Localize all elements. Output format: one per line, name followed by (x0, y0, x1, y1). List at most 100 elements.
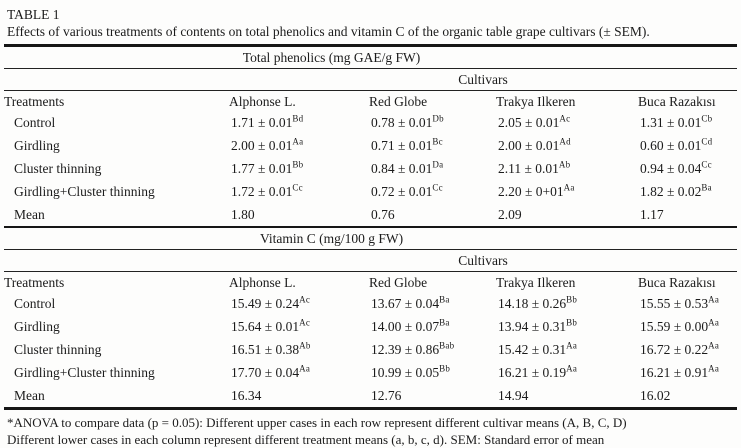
measurement-value: 17.70 ± 0.04 (231, 365, 300, 380)
table-body: Total phenolics (mg GAE/g FW) Cultivars Tr… (4, 45, 738, 410)
value-cell: 0.72 ± 0.01Cc (369, 180, 496, 203)
value-cell: 17.70 ± 0.04Aa (229, 361, 369, 384)
significance-letters: Cc (432, 182, 443, 193)
group-header-spacer (4, 249, 229, 272)
value-cell: 1.17 (638, 203, 738, 228)
value-cell: 13.67 ± 0.04Ba (369, 292, 496, 315)
treatment-label: Control (14, 115, 56, 130)
value-cell: 15.42 ± 0.31Aa (496, 338, 638, 361)
column-header: Alphonse L. (229, 275, 296, 290)
measurement-value: 1.17 (640, 207, 664, 222)
significance-letters: Cc (701, 159, 712, 170)
treatment-label: Girdling (14, 138, 60, 153)
measurement-value: 14.94 (498, 388, 529, 403)
footnotes: *ANOVA to compare data (p = 0.05): Diffe… (4, 410, 737, 448)
measurement-value: 16.72 ± 0.22 (640, 342, 709, 357)
significance-letters: Ba (701, 182, 712, 193)
measurement-value: 1.31 ± 0.01 (640, 115, 702, 130)
value-cell: 1.72 ± 0.01Cc (229, 180, 369, 203)
treatment-label: Girdling+Cluster thinning (14, 365, 155, 380)
value-cell: 0.94 ± 0.04Cc (638, 157, 737, 180)
measurement-value: 2.00 ± 0.01 (498, 138, 560, 153)
treatment-label: Mean (4, 384, 229, 410)
column-header: Red Globe (369, 94, 428, 109)
measurement-value: 12.39 ± 0.86 (371, 342, 440, 357)
significance-letters: Aa (708, 317, 720, 328)
treatment-label: Mean (4, 203, 229, 228)
value-cell: 14.00 ± 0.07Ba (369, 315, 496, 338)
value-cell: 0.71 ± 0.01Bc (369, 134, 496, 157)
value-cell: 0.78 ± 0.01Db (369, 111, 496, 134)
column-header: Alphonse L. (229, 94, 296, 109)
value-cell: 12.76 (369, 384, 496, 410)
measurement-value: 1.71 ± 0.01 (231, 115, 293, 130)
treatment-label: Cluster thinning (14, 161, 102, 176)
value-cell: 2.00 ± 0.01Ad (496, 134, 638, 157)
value-cell: 16.51 ± 0.38Ab (229, 338, 369, 361)
measurement-value: 10.99 ± 0.05 (371, 365, 440, 380)
value-cell: 12.39 ± 0.86Bab (369, 338, 496, 361)
significance-letters: Ac (299, 294, 311, 305)
measurement-value: 15.42 ± 0.31 (498, 342, 567, 357)
value-cell: 2.11 ± 0.01Ab (496, 157, 638, 180)
column-header: Buca Razakısı (638, 275, 716, 290)
significance-letters: Db (432, 113, 444, 124)
measurement-value: 15.49 ± 0.24 (231, 296, 300, 311)
value-cell: 15.64 ± 0.01Ac (229, 315, 369, 338)
measurement-value: 13.94 ± 0.31 (498, 319, 567, 334)
column-header: Treatments (4, 94, 65, 109)
value-cell: 1.77 ± 0.01Bb (229, 157, 369, 180)
treatment-label: Girdling (14, 319, 60, 334)
significance-letters: Bb (566, 294, 578, 305)
measurement-value: 2.09 (498, 207, 522, 222)
group-header-cultivars: Cultivars (229, 68, 738, 91)
column-header: Red Globe (369, 275, 428, 290)
significance-letters: Ac (559, 113, 571, 124)
significance-letters: Bd (292, 113, 304, 124)
value-cell: 16.34 (229, 384, 369, 410)
value-cell: 1.80 (229, 203, 369, 228)
value-cell: 2.00 ± 0.01Aa (229, 134, 369, 157)
measurement-value: 15.59 ± 0.00 (640, 319, 709, 334)
value-cell: 2.09 (496, 203, 638, 228)
value-cell: 14.94 (496, 384, 638, 410)
value-cell: 16.21 ± 0.91Aa (638, 361, 737, 384)
measurement-value: 0.72 ± 0.01 (371, 184, 433, 199)
significance-letters: Cd (701, 136, 713, 147)
measurement-value: 0.71 ± 0.01 (371, 138, 433, 153)
value-cell: 1.71 ± 0.01Bd (229, 111, 369, 134)
data-table: Total phenolics (mg GAE/g FW) Cultivars Tr… (4, 44, 738, 410)
measurement-value: 12.76 (371, 388, 402, 403)
value-cell: 2.20 ± 0+01Aa (496, 180, 638, 203)
measurement-value: 2.05 ± 0.01 (498, 115, 560, 130)
significance-letters: Aa (299, 363, 311, 374)
significance-letters: Ba (439, 317, 450, 328)
column-header: Treatments (4, 275, 65, 290)
significance-letters: Bb (566, 317, 578, 328)
footnote-sem: Different lower cases in each column rep… (7, 432, 605, 447)
significance-letters: Ad (559, 136, 571, 147)
measurement-value: 0.60 ± 0.01 (640, 138, 702, 153)
value-cell: 16.21 ± 0.19Aa (496, 361, 638, 384)
value-cell: 15.55 ± 0.53Aa (638, 292, 737, 315)
significance-letters: Bb (292, 159, 304, 170)
table-caption: Effects of various treatments of content… (7, 24, 650, 39)
section-heading: Total phenolics (mg GAE/g FW) (4, 45, 738, 69)
significance-letters: Bab (439, 340, 455, 351)
significance-letters: Ab (558, 159, 571, 170)
significance-letters: Aa (708, 363, 720, 374)
significance-letters: Ab (299, 340, 311, 351)
measurement-value: 15.64 ± 0.01 (231, 319, 300, 334)
significance-letters: Aa (708, 294, 720, 305)
value-cell: 0.60 ± 0.01Cd (638, 134, 737, 157)
section-heading: Vitamin C (mg/100 g FW) (4, 227, 738, 250)
measurement-value: 2.11 ± 0.01 (498, 161, 559, 176)
significance-letters: Aa (563, 182, 575, 193)
table-header-block: TABLE 1 Effects of various treatments of… (4, 6, 737, 40)
significance-letters: Cb (701, 113, 713, 124)
value-cell: 2.05 ± 0.01Ac (496, 111, 638, 134)
significance-letters: Bc (432, 136, 443, 147)
measurement-value: 1.80 (231, 207, 255, 222)
treatment-label: Control (14, 296, 56, 311)
significance-letters: Aa (708, 340, 720, 351)
